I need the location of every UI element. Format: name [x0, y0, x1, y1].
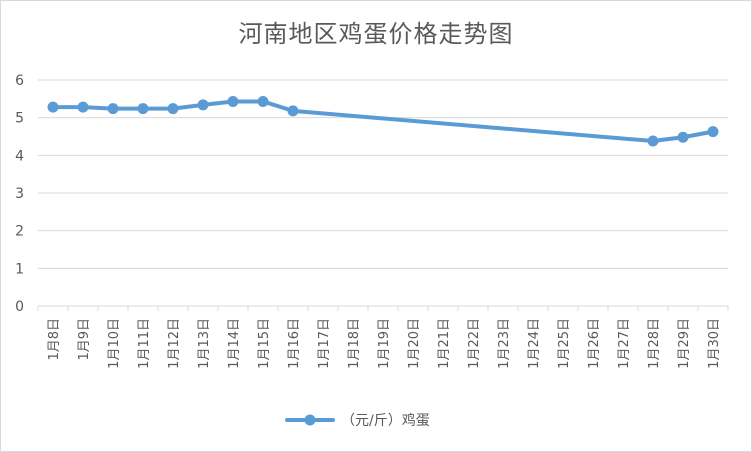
data-point: [167, 103, 179, 115]
x-tick-label: 1月29日: [677, 318, 692, 369]
x-tick-label: 1月8日: [47, 318, 62, 361]
x-tick-label: 1月27日: [617, 318, 632, 369]
x-tick-label: 1月24日: [527, 318, 542, 369]
x-tick-label: 1月20日: [407, 318, 422, 369]
x-tick-label: 1月25日: [557, 318, 572, 369]
legend-label: （元/斤）鸡蛋: [341, 412, 430, 429]
data-point: [257, 95, 269, 107]
legend-marker: [304, 414, 316, 426]
x-tick-label: 1月28日: [647, 318, 662, 369]
y-tick-label: 2: [15, 224, 24, 240]
x-tick-label: 1月12日: [167, 318, 182, 369]
data-point: [227, 95, 239, 107]
x-tick-label: 1月19日: [377, 318, 392, 369]
series-line: [51, 99, 715, 144]
y-tick-label: 3: [15, 186, 24, 202]
x-tick-label: 1月30日: [707, 318, 722, 369]
y-tick-label: 0: [15, 299, 24, 315]
data-point: [47, 101, 59, 113]
x-tick-label: 1月17日: [317, 318, 332, 369]
chart-title: 河南地区鸡蛋价格走势图: [238, 20, 514, 48]
x-tick-label: 1月22日: [467, 318, 482, 369]
y-tick-label: 5: [15, 111, 24, 127]
data-point: [677, 131, 689, 143]
x-tick-label: 1月14日: [227, 318, 242, 369]
data-point: [137, 103, 149, 115]
data-point: [197, 99, 209, 111]
x-tick-label: 1月16日: [287, 318, 302, 369]
y-tick-label: 1: [15, 261, 24, 277]
data-point: [107, 103, 119, 115]
x-tick-label: 1月15日: [257, 318, 272, 369]
x-tick-label: 1月18日: [347, 318, 362, 369]
y-tick-label: 6: [15, 73, 24, 89]
x-tick-label: 1月26日: [587, 318, 602, 369]
data-point: [647, 135, 659, 147]
x-tick-label: 1月23日: [497, 318, 512, 369]
data-point: [287, 105, 299, 117]
x-tick-label: 1月21日: [437, 318, 452, 369]
x-tick-label: 1月13日: [197, 318, 212, 369]
y-tick-label: 4: [15, 148, 24, 164]
data-point: [707, 126, 719, 138]
data-point: [77, 101, 89, 113]
x-tick-label: 1月10日: [107, 318, 122, 369]
x-tick-label: 1月9日: [77, 318, 92, 361]
x-tick-label: 1月11日: [137, 318, 152, 369]
